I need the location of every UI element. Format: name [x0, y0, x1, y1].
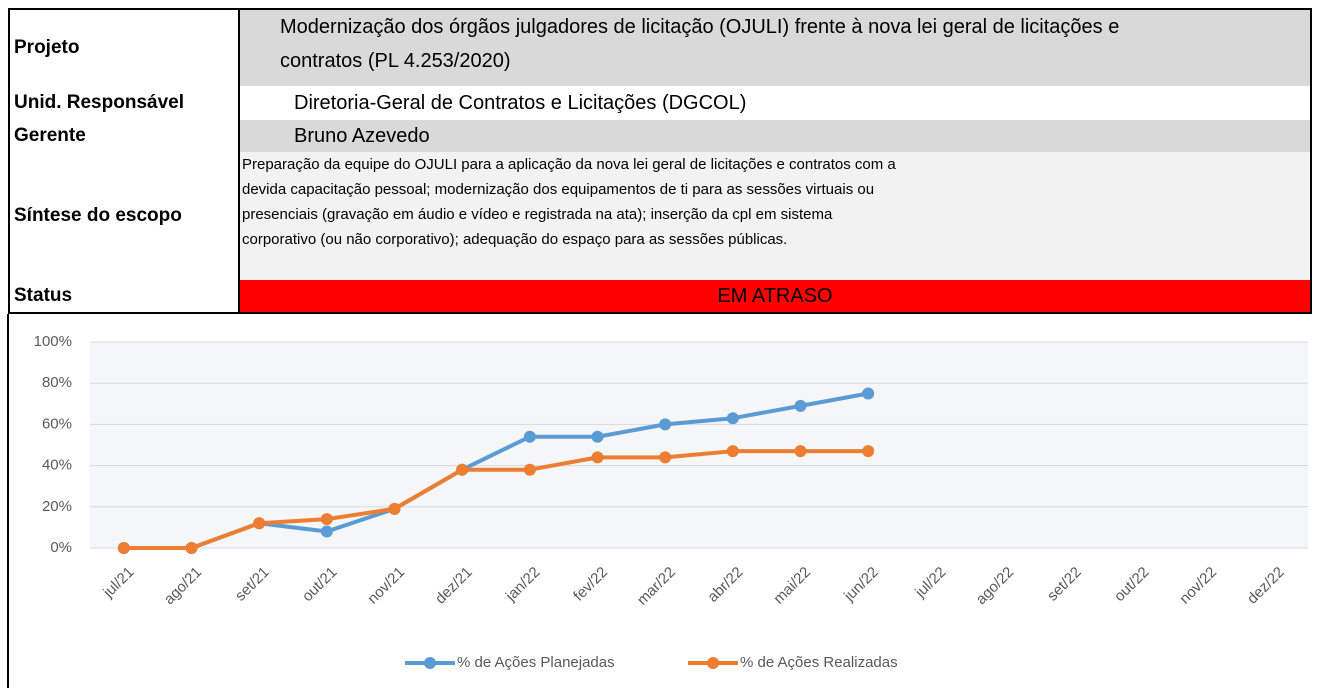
chart: 0% 20% 40% 60% 80% 100% jul/21 ago/21 set/21 out/…: [7, 314, 1308, 688]
x-tick-label: set/22: [1044, 564, 1085, 605]
point: [456, 463, 469, 476]
point: [862, 445, 875, 458]
x-tick-label: mai/22: [770, 564, 814, 608]
row-label: Status: [10, 280, 240, 312]
x-tick-label: ago/22: [973, 564, 1017, 608]
row-label: Unid. Responsável: [10, 86, 240, 120]
plot-area: [90, 342, 1308, 548]
x-tick-label: jan/22: [502, 564, 544, 606]
point: [320, 513, 333, 526]
point: [117, 542, 130, 554]
x-tick-label: jul/21: [99, 564, 137, 602]
row-label: Gerente: [10, 120, 240, 152]
table-row: Síntese do escopo Preparação da equipe do…: [8, 152, 1312, 282]
x-tick-label: nov/21: [364, 564, 408, 608]
x-tick-label: dez/21: [432, 564, 476, 608]
point: [185, 542, 198, 554]
x-tick-label: abr/22: [704, 564, 746, 606]
point: [794, 399, 807, 412]
point: [253, 517, 266, 530]
y-tick-label: 80%: [42, 374, 72, 391]
value-line: devida capacitação pessoal; modernização…: [242, 181, 875, 198]
y-tick-label: 100%: [34, 333, 72, 350]
point: [591, 451, 604, 464]
point: [523, 463, 536, 476]
legend-marker: [424, 657, 436, 669]
point: [726, 412, 739, 425]
point: [794, 445, 807, 458]
row-label: Síntese do escopo: [10, 152, 240, 280]
x-tick-label: ago/21: [161, 564, 205, 608]
row-value: EM ATRASO: [240, 280, 1310, 312]
x-tick-label: out/21: [299, 564, 341, 606]
table-row: Unid. Responsável Diretoria-Geral de Cont…: [8, 86, 1312, 122]
y-tick-label: 40%: [42, 457, 72, 474]
point: [320, 525, 333, 538]
x-tick-label: dez/22: [1244, 564, 1288, 608]
value-line: EM ATRASO: [717, 285, 833, 307]
x-tick-label: jun/22: [840, 564, 882, 606]
row-value: Modernização dos órgãos julgadores de li…: [240, 10, 1310, 86]
y-tick-label: 20%: [42, 498, 72, 515]
value-line: corporativo (ou não corporativo); adequa…: [242, 231, 788, 248]
x-tick-label: nov/22: [1176, 564, 1220, 608]
row-value: Preparação da equipe do OJULI para a apl…: [240, 152, 1310, 280]
x-tick-label: set/21: [232, 564, 273, 605]
point: [523, 430, 536, 443]
row-value: Bruno Azevedo: [240, 120, 1310, 152]
table-row: Status EM ATRASO: [8, 280, 1312, 314]
value-line: Bruno Azevedo: [294, 125, 430, 147]
value-line: Diretoria-Geral de Contratos e Licitaçõe…: [294, 92, 747, 114]
x-tick-label: mar/22: [634, 564, 679, 609]
point: [591, 430, 604, 443]
row-label: Projeto: [10, 10, 240, 86]
table-row: Projeto Modernização dos órgãos julgadore…: [8, 8, 1312, 88]
point: [388, 502, 401, 515]
value-line: Preparação da equipe do OJULI para a apl…: [242, 156, 896, 173]
legend-label: % de Ações Realizadas: [740, 654, 898, 671]
point: [862, 387, 875, 400]
x-tick-label: jul/22: [911, 564, 949, 602]
value-line: contratos (PL 4.253/2020): [280, 50, 511, 72]
series-line: [123, 449, 869, 550]
y-tick-label: 0%: [50, 539, 72, 556]
row-value: Diretoria-Geral de Contratos e Licitaçõe…: [240, 86, 1310, 120]
table-row: Gerente Bruno Azevedo: [8, 120, 1312, 154]
point: [726, 445, 739, 458]
x-tick-label: out/22: [1111, 564, 1153, 606]
point: [659, 451, 672, 464]
point: [659, 418, 672, 431]
x-tick-label: fev/22: [570, 564, 611, 605]
value-line: Modernização dos órgãos julgadores de li…: [280, 16, 1120, 38]
legend-marker: [707, 657, 719, 669]
legend-label: % de Ações Planejadas: [457, 654, 615, 671]
value-line: presenciais (gravação em áudio e vídeo e…: [242, 206, 833, 223]
y-tick-label: 60%: [42, 415, 72, 432]
